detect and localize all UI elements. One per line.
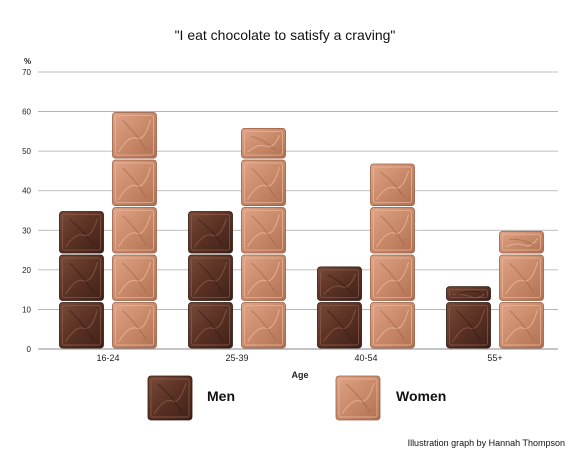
chart-title: "I eat chocolate to satisfy a craving" (175, 27, 396, 43)
chocolate-block (112, 112, 157, 159)
chocolate-block (241, 127, 286, 159)
legend-swatch (335, 375, 381, 421)
chocolate-block (59, 211, 104, 254)
credit-text: Illustration graph by Hannah Thompson (408, 438, 565, 448)
chocolate-block (59, 254, 104, 301)
legend: Men Women (147, 375, 446, 421)
chocolate-block (112, 159, 157, 206)
legend-swatch (147, 375, 193, 421)
x-axis-label: Age (291, 370, 308, 380)
bar-men-55+ (446, 286, 491, 349)
chocolate-block (370, 302, 415, 349)
chocolate-block (317, 266, 362, 301)
legend-label: Women (396, 388, 446, 404)
chocolate-block (446, 302, 491, 349)
y-tick-label: 20 (22, 266, 31, 275)
x-tick-label: 16-24 (96, 353, 119, 363)
y-tick-label: 40 (22, 187, 31, 196)
x-tick-label: 25-39 (225, 353, 248, 363)
chocolate-block (188, 302, 233, 349)
legend-label: Men (207, 388, 235, 404)
bar-women-40-54 (370, 163, 415, 349)
y-tick-label: 0 (27, 345, 32, 354)
chocolate-block (317, 302, 362, 349)
x-axis-ticks: 16-24 25-39 40-54 55+ (96, 353, 502, 363)
y-tick-label: 10 (22, 305, 31, 314)
chocolate-block (499, 254, 544, 301)
y-axis-ticks: 0 10 20 30 40 50 60 70 (22, 68, 31, 354)
bar-women-55+ (499, 230, 544, 349)
chocolate-block (112, 302, 157, 349)
y-tick-label: 60 (22, 108, 31, 117)
chocolate-block (112, 207, 157, 254)
legend-item-men: Men (147, 375, 235, 421)
y-axis-unit: % (24, 57, 31, 66)
bar-women-25-39 (241, 127, 286, 349)
chocolate-block (446, 286, 491, 301)
chocolate-block (499, 230, 544, 254)
chocolate-block (188, 254, 233, 301)
y-tick-label: 50 (22, 147, 31, 156)
chocolate-block (241, 159, 286, 206)
bar-men-40-54 (317, 266, 362, 349)
legend-item-women: Women (335, 375, 446, 421)
y-tick-label: 30 (22, 226, 31, 235)
bar-men-25-39 (188, 211, 233, 349)
chocolate-block (370, 254, 415, 301)
chocolate-block (59, 302, 104, 349)
chocolate-block (241, 207, 286, 254)
bar-women-16-24 (112, 112, 157, 349)
chocolate-block (188, 211, 233, 254)
x-tick-label: 40-54 (354, 353, 377, 363)
x-tick-label: 55+ (487, 353, 502, 363)
chocolate-block (370, 163, 415, 206)
bar-men-16-24 (59, 211, 104, 349)
chocolate-block (112, 254, 157, 301)
y-tick-label: 70 (22, 68, 31, 77)
chocolate-block (499, 302, 544, 349)
chocolate-block (241, 302, 286, 349)
bars (59, 112, 544, 349)
chocolate-block (241, 254, 286, 301)
chocolate-block (370, 207, 415, 254)
